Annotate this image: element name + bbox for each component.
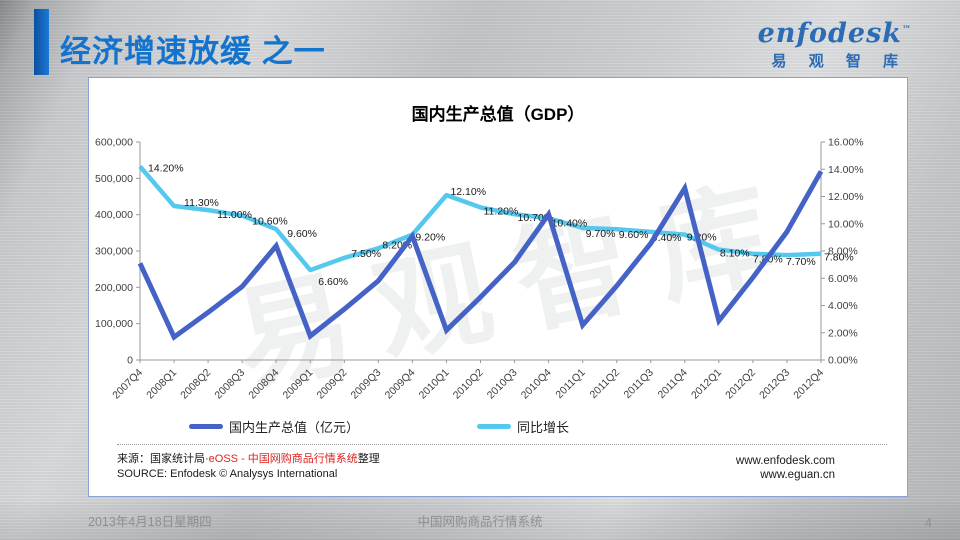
right-axis-label: 12.00% bbox=[828, 191, 864, 203]
left-axis-label: 500,000 bbox=[95, 173, 133, 185]
left-axis-label: 600,000 bbox=[95, 137, 133, 149]
x-axis-label: 2009Q4 bbox=[383, 367, 418, 402]
x-axis-label: 2011Q3 bbox=[622, 367, 656, 401]
source-note: 来源：国家统计局·eOSS - 中国网购商品行情系统整理 SOURCE: Enf… bbox=[117, 452, 380, 482]
source-line-2: SOURCE: Enfodesk © Analysys Internationa… bbox=[117, 467, 380, 482]
x-axis-label: 2008Q4 bbox=[246, 367, 281, 402]
x-axis-label: 2009Q1 bbox=[280, 367, 315, 402]
x-axis-label: 2009Q2 bbox=[315, 367, 350, 402]
right-axis-label: 6.00% bbox=[828, 273, 858, 285]
x-axis-label: 2010Q3 bbox=[485, 367, 520, 402]
growth-data-label: 9.20% bbox=[687, 232, 717, 244]
x-axis-label: 2010Q4 bbox=[519, 367, 554, 402]
growth-data-label: 8.10% bbox=[720, 248, 750, 260]
x-axis-label: 2007Q4 bbox=[110, 367, 145, 402]
x-axis-label: 2012Q2 bbox=[723, 367, 758, 402]
x-axis-label: 2008Q3 bbox=[212, 367, 247, 402]
gdp-chart: 0 100,000 200,000 300,000 400,000 500,000 600,… bbox=[89, 78, 907, 423]
right-axis-label: 4.00% bbox=[828, 300, 858, 312]
x-axis-label: 2012Q3 bbox=[757, 367, 792, 402]
growth-data-label: 11.20% bbox=[484, 205, 519, 217]
gdp-line-swatch bbox=[189, 424, 223, 429]
left-axis-label: 0 bbox=[127, 355, 133, 367]
dotted-separator bbox=[117, 444, 887, 445]
x-axis-label: 2009Q3 bbox=[349, 367, 384, 402]
x-axis-label: 2011Q4 bbox=[656, 367, 690, 401]
left-axis-label: 300,000 bbox=[95, 246, 133, 258]
left-axis-label: 100,000 bbox=[95, 318, 133, 330]
growth-data-label: 9.70% bbox=[586, 228, 616, 240]
legend: 国内生产总值（亿元） 同比增长 bbox=[189, 417, 569, 436]
enfodesk-logo-text: enfodesk™ bbox=[758, 16, 912, 48]
footer: 2013年4月18日星期四 中国网购商品行情系统 4 bbox=[0, 502, 960, 540]
x-axis-label: 2011Q2 bbox=[587, 367, 621, 401]
growth-data-label: 10.60% bbox=[252, 216, 288, 228]
growth-data-label: 11.30% bbox=[184, 197, 219, 209]
growth-data-label: 11.00% bbox=[217, 209, 252, 221]
growth-data-label: 14.20% bbox=[148, 163, 184, 175]
enfodesk-logo: enfodesk™ 易 观 智 库 bbox=[758, 16, 912, 71]
left-axis-label: 400,000 bbox=[95, 209, 133, 221]
chart-canvas: 0 100,000 200,000 300,000 400,000 500,000 600,… bbox=[89, 78, 907, 423]
website-enfodesk: www.enfodesk.com bbox=[736, 454, 835, 468]
right-axis-label: 0.00% bbox=[828, 355, 858, 367]
x-axis-label: 2012Q1 bbox=[689, 367, 724, 402]
growth-data-label: 12.10% bbox=[450, 186, 486, 198]
growth-data-label: 6.60% bbox=[318, 276, 348, 288]
title-accent-bar bbox=[34, 9, 49, 75]
source-red-text: eOSS - 中国网购商品行情系统 bbox=[209, 453, 358, 465]
growth-data-label: 9.20% bbox=[415, 232, 445, 244]
footer-page-number: 4 bbox=[925, 516, 932, 530]
x-axis-label: 2011Q1 bbox=[553, 367, 587, 401]
legend-item-gdp: 国内生产总值（亿元） bbox=[189, 417, 359, 436]
chart-card: 易观智库 国内生产总值（GDP） 0100,000200,000300,0004… bbox=[88, 77, 908, 497]
right-axis-label: 16.00% bbox=[828, 137, 864, 149]
growth-data-label: 10.40% bbox=[552, 217, 588, 229]
right-axis-label: 10.00% bbox=[828, 218, 864, 230]
x-axis-label: 2008Q1 bbox=[144, 367, 179, 402]
x-axis-label: 2010Q2 bbox=[451, 367, 486, 402]
right-axis-label: 14.00% bbox=[828, 164, 864, 176]
footer-title: 中国网购商品行情系统 bbox=[0, 511, 960, 530]
growth-data-label: 9.60% bbox=[619, 229, 649, 241]
website-links: www.enfodesk.com www.eguan.cn bbox=[736, 454, 835, 482]
page-title: 经济增速放缓 之一 bbox=[60, 26, 326, 71]
left-axis-label: 200,000 bbox=[95, 282, 133, 294]
slide-background: { "slide": { "title": "经济增速放缓 之一", "logo… bbox=[0, 0, 960, 540]
x-axis-label: 2008Q2 bbox=[178, 367, 213, 402]
growth-data-label: 7.70% bbox=[786, 256, 816, 268]
source-line-1: 来源：国家统计局·eOSS - 中国网购商品行情系统整理 bbox=[117, 452, 380, 467]
growth-data-label: 7.50% bbox=[351, 248, 381, 260]
legend-label-growth: 同比增长 bbox=[517, 417, 569, 436]
logo-chinese-text: 易 观 智 库 bbox=[758, 50, 912, 71]
legend-item-growth: 同比增长 bbox=[477, 417, 569, 436]
website-eguan: www.eguan.cn bbox=[736, 468, 835, 482]
legend-label-gdp: 国内生产总值（亿元） bbox=[229, 417, 359, 436]
right-axis-label: 2.00% bbox=[828, 327, 858, 339]
growth-data-label: 7.80% bbox=[824, 252, 854, 264]
growth-data-label: 9.60% bbox=[287, 228, 317, 240]
x-axis-label: 2010Q1 bbox=[417, 367, 452, 402]
growth-line-swatch bbox=[477, 424, 511, 429]
x-axis-label: 2012Q4 bbox=[791, 367, 826, 402]
trademark-symbol: ™ bbox=[902, 25, 912, 35]
